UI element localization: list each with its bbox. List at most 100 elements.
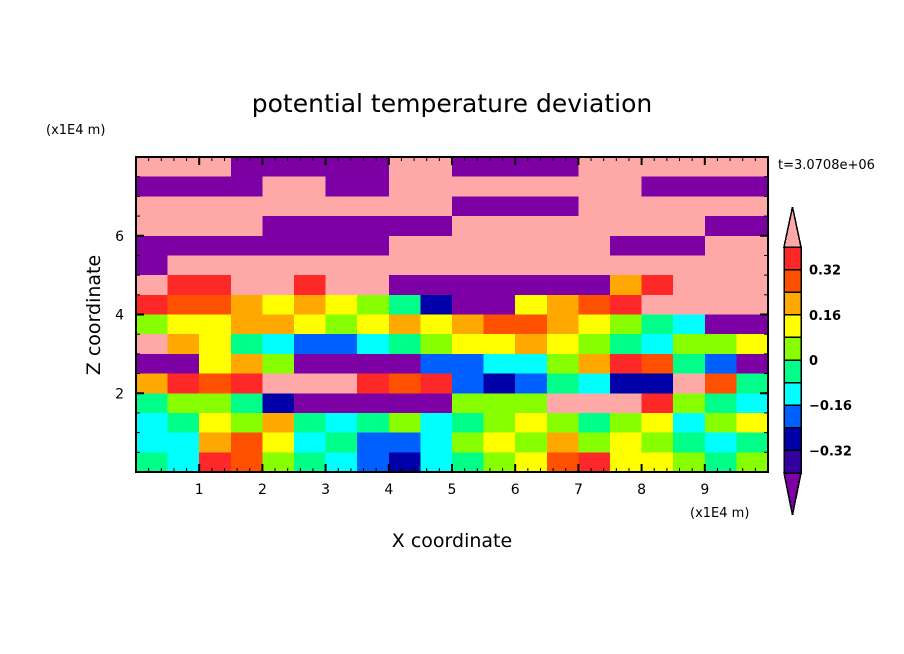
contour-cell bbox=[641, 393, 674, 414]
contour-cell bbox=[578, 216, 611, 237]
contour-cell bbox=[136, 216, 169, 237]
x-unit-label: (x1E4 m) bbox=[690, 506, 749, 521]
x-tick-label: 8 bbox=[637, 482, 646, 498]
contour-cell bbox=[704, 432, 737, 453]
contour-cell bbox=[136, 432, 169, 453]
contour-cell bbox=[294, 334, 327, 355]
contour-cell bbox=[673, 176, 706, 197]
contour-cell bbox=[325, 275, 358, 296]
colorbar-label: 0 bbox=[809, 354, 818, 369]
x-tick-label: 9 bbox=[700, 482, 709, 498]
colorbar-box bbox=[783, 314, 802, 339]
colorbar-label: 0.32 bbox=[809, 264, 841, 279]
contour-cell bbox=[230, 157, 263, 178]
contour-cell bbox=[357, 157, 390, 178]
contour-cell bbox=[357, 314, 390, 335]
contour-cell bbox=[230, 176, 263, 197]
contour-cell bbox=[546, 196, 579, 217]
contour-cell bbox=[357, 353, 390, 375]
contour-cell bbox=[167, 353, 200, 375]
contour-cell bbox=[704, 275, 737, 296]
contour-cell bbox=[357, 412, 390, 434]
contour-cell bbox=[420, 452, 453, 473]
contour-cell bbox=[546, 373, 579, 394]
contour-cell bbox=[167, 275, 200, 296]
contour-cell bbox=[452, 157, 485, 178]
contour-cell bbox=[136, 314, 169, 335]
x-axis-label: X coordinate bbox=[392, 530, 512, 552]
contour-cell bbox=[515, 412, 548, 434]
contour-cell bbox=[704, 314, 737, 335]
contour-cell bbox=[262, 275, 295, 296]
contour-cell bbox=[610, 294, 643, 315]
contour-cell bbox=[452, 294, 485, 315]
contour-cell bbox=[483, 412, 516, 434]
contour-cell bbox=[230, 393, 263, 414]
contour-cell bbox=[483, 235, 516, 256]
contour-cell bbox=[388, 432, 421, 453]
contour-cell bbox=[136, 353, 169, 375]
contour-cell bbox=[578, 176, 611, 197]
contour-cell bbox=[388, 334, 421, 355]
contour-cell bbox=[673, 412, 706, 434]
contour-cell bbox=[578, 314, 611, 335]
contour-cell bbox=[325, 294, 358, 315]
contour-cell bbox=[546, 334, 579, 355]
contour-cell bbox=[167, 393, 200, 414]
contour-cell bbox=[673, 157, 706, 178]
contour-cell bbox=[515, 294, 548, 315]
contour-cell bbox=[136, 393, 169, 414]
contour-cell bbox=[357, 275, 390, 296]
contour-cell bbox=[199, 294, 232, 315]
contour-cell bbox=[673, 452, 706, 473]
contour-cell bbox=[388, 255, 421, 276]
contour-cell bbox=[546, 216, 579, 237]
contour-cell bbox=[546, 353, 579, 375]
contour-cell bbox=[452, 334, 485, 355]
contour-cell bbox=[136, 373, 169, 394]
contour-cell bbox=[610, 235, 643, 256]
contour-cell bbox=[483, 275, 516, 296]
contour-cell bbox=[673, 235, 706, 256]
colorbar-box bbox=[783, 381, 802, 406]
contour-cell bbox=[610, 452, 643, 473]
contour-cell bbox=[136, 255, 169, 276]
contour-cell bbox=[641, 334, 674, 355]
contour-cell bbox=[704, 235, 737, 256]
contour-cell bbox=[483, 314, 516, 335]
contour-cell bbox=[704, 412, 737, 434]
contour-cell bbox=[199, 314, 232, 335]
contour-cell bbox=[167, 235, 200, 256]
contour-cell bbox=[578, 255, 611, 276]
x-tick-label: 7 bbox=[574, 482, 583, 498]
contour-cell bbox=[515, 314, 548, 335]
contour-cell bbox=[610, 432, 643, 453]
chart-title: potential temperature deviation bbox=[252, 89, 652, 118]
contour-cell bbox=[578, 432, 611, 453]
contour-cell bbox=[736, 275, 769, 296]
contour-cell bbox=[673, 255, 706, 276]
contour-cell bbox=[704, 353, 737, 375]
contour-cell bbox=[515, 373, 548, 394]
contour-cell bbox=[388, 294, 421, 315]
contour-cell bbox=[515, 452, 548, 473]
contour-cell bbox=[294, 294, 327, 315]
contour-cell bbox=[704, 393, 737, 414]
contour-cell bbox=[452, 314, 485, 335]
contour-cell bbox=[357, 334, 390, 355]
colorbar-box bbox=[783, 291, 802, 316]
contour-cell bbox=[199, 275, 232, 296]
contour-cell bbox=[641, 196, 674, 217]
contour-cell bbox=[420, 235, 453, 256]
contour-cell bbox=[325, 235, 358, 256]
contour-cell bbox=[452, 353, 485, 375]
colorbar-upper-extend bbox=[783, 206, 802, 248]
contour-cell bbox=[420, 216, 453, 237]
contour-cell bbox=[452, 216, 485, 237]
contour-cell bbox=[388, 275, 421, 296]
x-tick-label: 1 bbox=[195, 482, 204, 498]
contour-cell bbox=[546, 314, 579, 335]
contour-cell bbox=[452, 235, 485, 256]
contour-cell bbox=[610, 196, 643, 217]
